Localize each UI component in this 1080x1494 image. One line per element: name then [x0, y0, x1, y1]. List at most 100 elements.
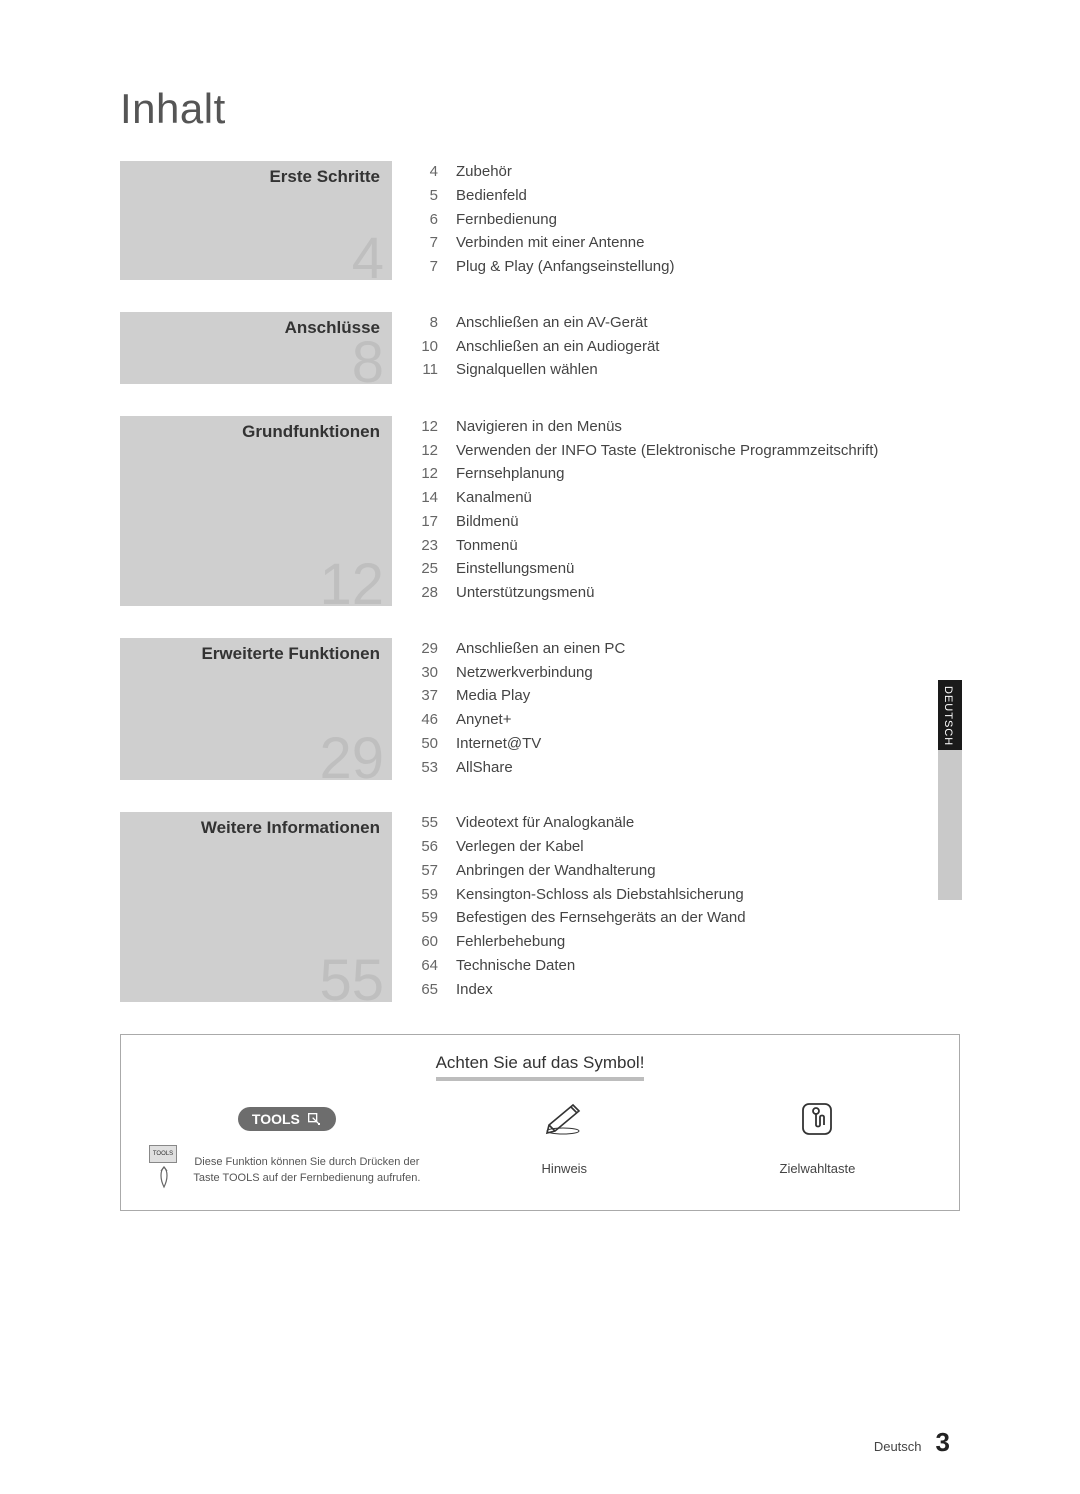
entry-title: Kensington-Schloss als Diebstahlsicherun…: [456, 884, 960, 906]
entry-title: Tonmenü: [456, 535, 960, 557]
entry-title: Fernbedienung: [456, 209, 960, 231]
toc-entry: 56Verlegen der Kabel: [416, 836, 960, 858]
entry-title: Anbringen der Wandhalterung: [456, 860, 960, 882]
section-number: 4: [352, 230, 384, 288]
section-header: Erste Schritte4: [120, 161, 392, 280]
entry-title: Internet@TV: [456, 733, 960, 755]
footer-language: Deutsch: [874, 1439, 922, 1454]
entry-title: Navigieren in den Menüs: [456, 416, 960, 438]
entry-page: 57: [416, 860, 438, 882]
entry-page: 37: [416, 685, 438, 707]
toc-entry: 57 Anbringen der Wandhalterung: [416, 860, 960, 882]
section-entries: 8 Anschließen an ein AV-Gerät10Anschließe…: [392, 312, 960, 384]
note-label: Hinweis: [443, 1161, 686, 1176]
symbol-heading: Achten Sie auf das Symbol!: [436, 1053, 645, 1081]
entry-title: Bildmenü: [456, 511, 960, 533]
entry-page: 12: [416, 416, 438, 438]
entry-page: 4: [416, 161, 438, 183]
entry-page: 5: [416, 185, 438, 207]
entry-page: 25: [416, 558, 438, 580]
entry-title: Netzwerkverbindung: [456, 662, 960, 684]
section-header: Grundfunktionen12: [120, 416, 392, 606]
toc-entry: 23Tonmenü: [416, 535, 960, 557]
entry-title: Zubehör: [456, 161, 960, 183]
toc-entry: 55Videotext für Analogkanäle: [416, 812, 960, 834]
entry-page: 60: [416, 931, 438, 953]
tools-icon: [306, 1111, 322, 1127]
section-title: Anschlüsse: [132, 318, 380, 338]
section-number: 12: [319, 556, 384, 614]
entry-title: Befestigen des Fernsehgeräts an der Wand: [456, 907, 960, 929]
tools-badge-label: TOOLS: [252, 1111, 300, 1127]
toc-section: Erste Schritte4 4 Zubehör 5 Bedienfeld 6 Fernb…: [120, 161, 960, 280]
toc-entry: 11 Signalquellen wählen: [416, 359, 960, 381]
entry-page: 17: [416, 511, 438, 533]
toc-entry: 64 Technische Daten: [416, 955, 960, 977]
section-number: 55: [319, 952, 384, 1010]
entry-title: Index: [456, 979, 960, 1001]
toc-entry: 28Unterstützungsmenü: [416, 582, 960, 604]
toc-entry: 4 Zubehör: [416, 161, 960, 183]
entry-title: Einstellungsmenü: [456, 558, 960, 580]
toc-entry: 59Kensington-Schloss als Diebstahlsicher…: [416, 884, 960, 906]
entry-page: 46: [416, 709, 438, 731]
entry-page: 65: [416, 979, 438, 1001]
entry-page: 50: [416, 733, 438, 755]
entry-title: Kanalmenü: [456, 487, 960, 509]
entry-title: AllShare: [456, 757, 960, 779]
entry-title: Fehlerbehebung: [456, 931, 960, 953]
toc-entry: 53AllShare: [416, 757, 960, 779]
entry-page: 64: [416, 955, 438, 977]
remote-tools-button: TOOLS: [149, 1145, 177, 1163]
tools-description: Diese Funktion können Sie durch Drücken …: [141, 1155, 433, 1186]
entry-page: 6: [416, 209, 438, 231]
toc-entry: 7Verbinden mit einer Antenne: [416, 232, 960, 254]
table-of-contents: Erste Schritte44Zubehör5Bedienfeld6Fernb…: [120, 161, 960, 1002]
entry-page: 30: [416, 662, 438, 684]
entry-title: Unterstützungsmenü: [456, 582, 960, 604]
entry-page: 55: [416, 812, 438, 834]
section-title: Erste Schritte: [132, 167, 380, 187]
section-header: Weitere Informationen55: [120, 812, 392, 1002]
section-title: Erweiterte Funktionen: [132, 644, 380, 664]
entry-title: Anschließen an ein AV-Gerät: [456, 312, 960, 334]
entry-title: Anschließen an einen PC: [456, 638, 960, 660]
section-entries: 55Videotext für Analogkanäle56Verlegen d…: [392, 812, 960, 1002]
section-entries: 12 Navigieren in den Menüs12Verwenden der…: [392, 416, 960, 606]
toc-entry: 25 Einstellungsmenü: [416, 558, 960, 580]
toc-entry: 12 Navigieren in den Menüs: [416, 416, 960, 438]
language-tab-label: DEUTSCH: [942, 686, 954, 746]
remote-icon: TOOLS: [149, 1145, 179, 1196]
page-footer: Deutsch 3: [874, 1427, 950, 1458]
toc-entry: 12Verwenden der INFO Taste (Elektronisch…: [416, 440, 960, 462]
entry-title: Plug & Play (Anfangseinstellung): [456, 256, 960, 278]
pencil-icon: [543, 1101, 585, 1137]
onetouch-icon: [800, 1101, 834, 1137]
section-title: Grundfunktionen: [132, 422, 380, 442]
entry-page: 11: [416, 359, 438, 381]
toc-entry: 29 Anschließen an einen PC: [416, 638, 960, 660]
entry-page: 7: [416, 256, 438, 278]
entry-title: Signalquellen wählen: [456, 359, 960, 381]
toc-entry: 30 Netzwerkverbindung: [416, 662, 960, 684]
toc-section: Weitere Informationen5555Videotext für A…: [120, 812, 960, 1002]
page-title: Inhalt: [120, 85, 960, 133]
toc-entry: 60 Fehlerbehebung: [416, 931, 960, 953]
toc-section: Anschlüsse88Anschließen an ein AV-Gerät1…: [120, 312, 960, 384]
entry-page: 59: [416, 907, 438, 929]
toc-entry: 46Anynet+: [416, 709, 960, 731]
section-number: 29: [319, 730, 384, 788]
toc-entry: 10Anschließen an ein Audiogerät: [416, 336, 960, 358]
entry-title: Technische Daten: [456, 955, 960, 977]
section-header: Erweiterte Funktionen29: [120, 638, 392, 781]
entry-page: 12: [416, 440, 438, 462]
toc-entry: 37Media Play: [416, 685, 960, 707]
entry-title: Fernsehplanung: [456, 463, 960, 485]
entry-page: 8: [416, 312, 438, 334]
symbol-tools: TOOLS TOOLS Diese Funktio: [141, 1101, 433, 1186]
section-title: Weitere Informationen: [132, 818, 380, 838]
entry-title: Bedienfeld: [456, 185, 960, 207]
entry-page: 29: [416, 638, 438, 660]
symbol-note: Hinweis: [443, 1101, 686, 1176]
toc-entry: 8 Anschließen an ein AV-Gerät: [416, 312, 960, 334]
